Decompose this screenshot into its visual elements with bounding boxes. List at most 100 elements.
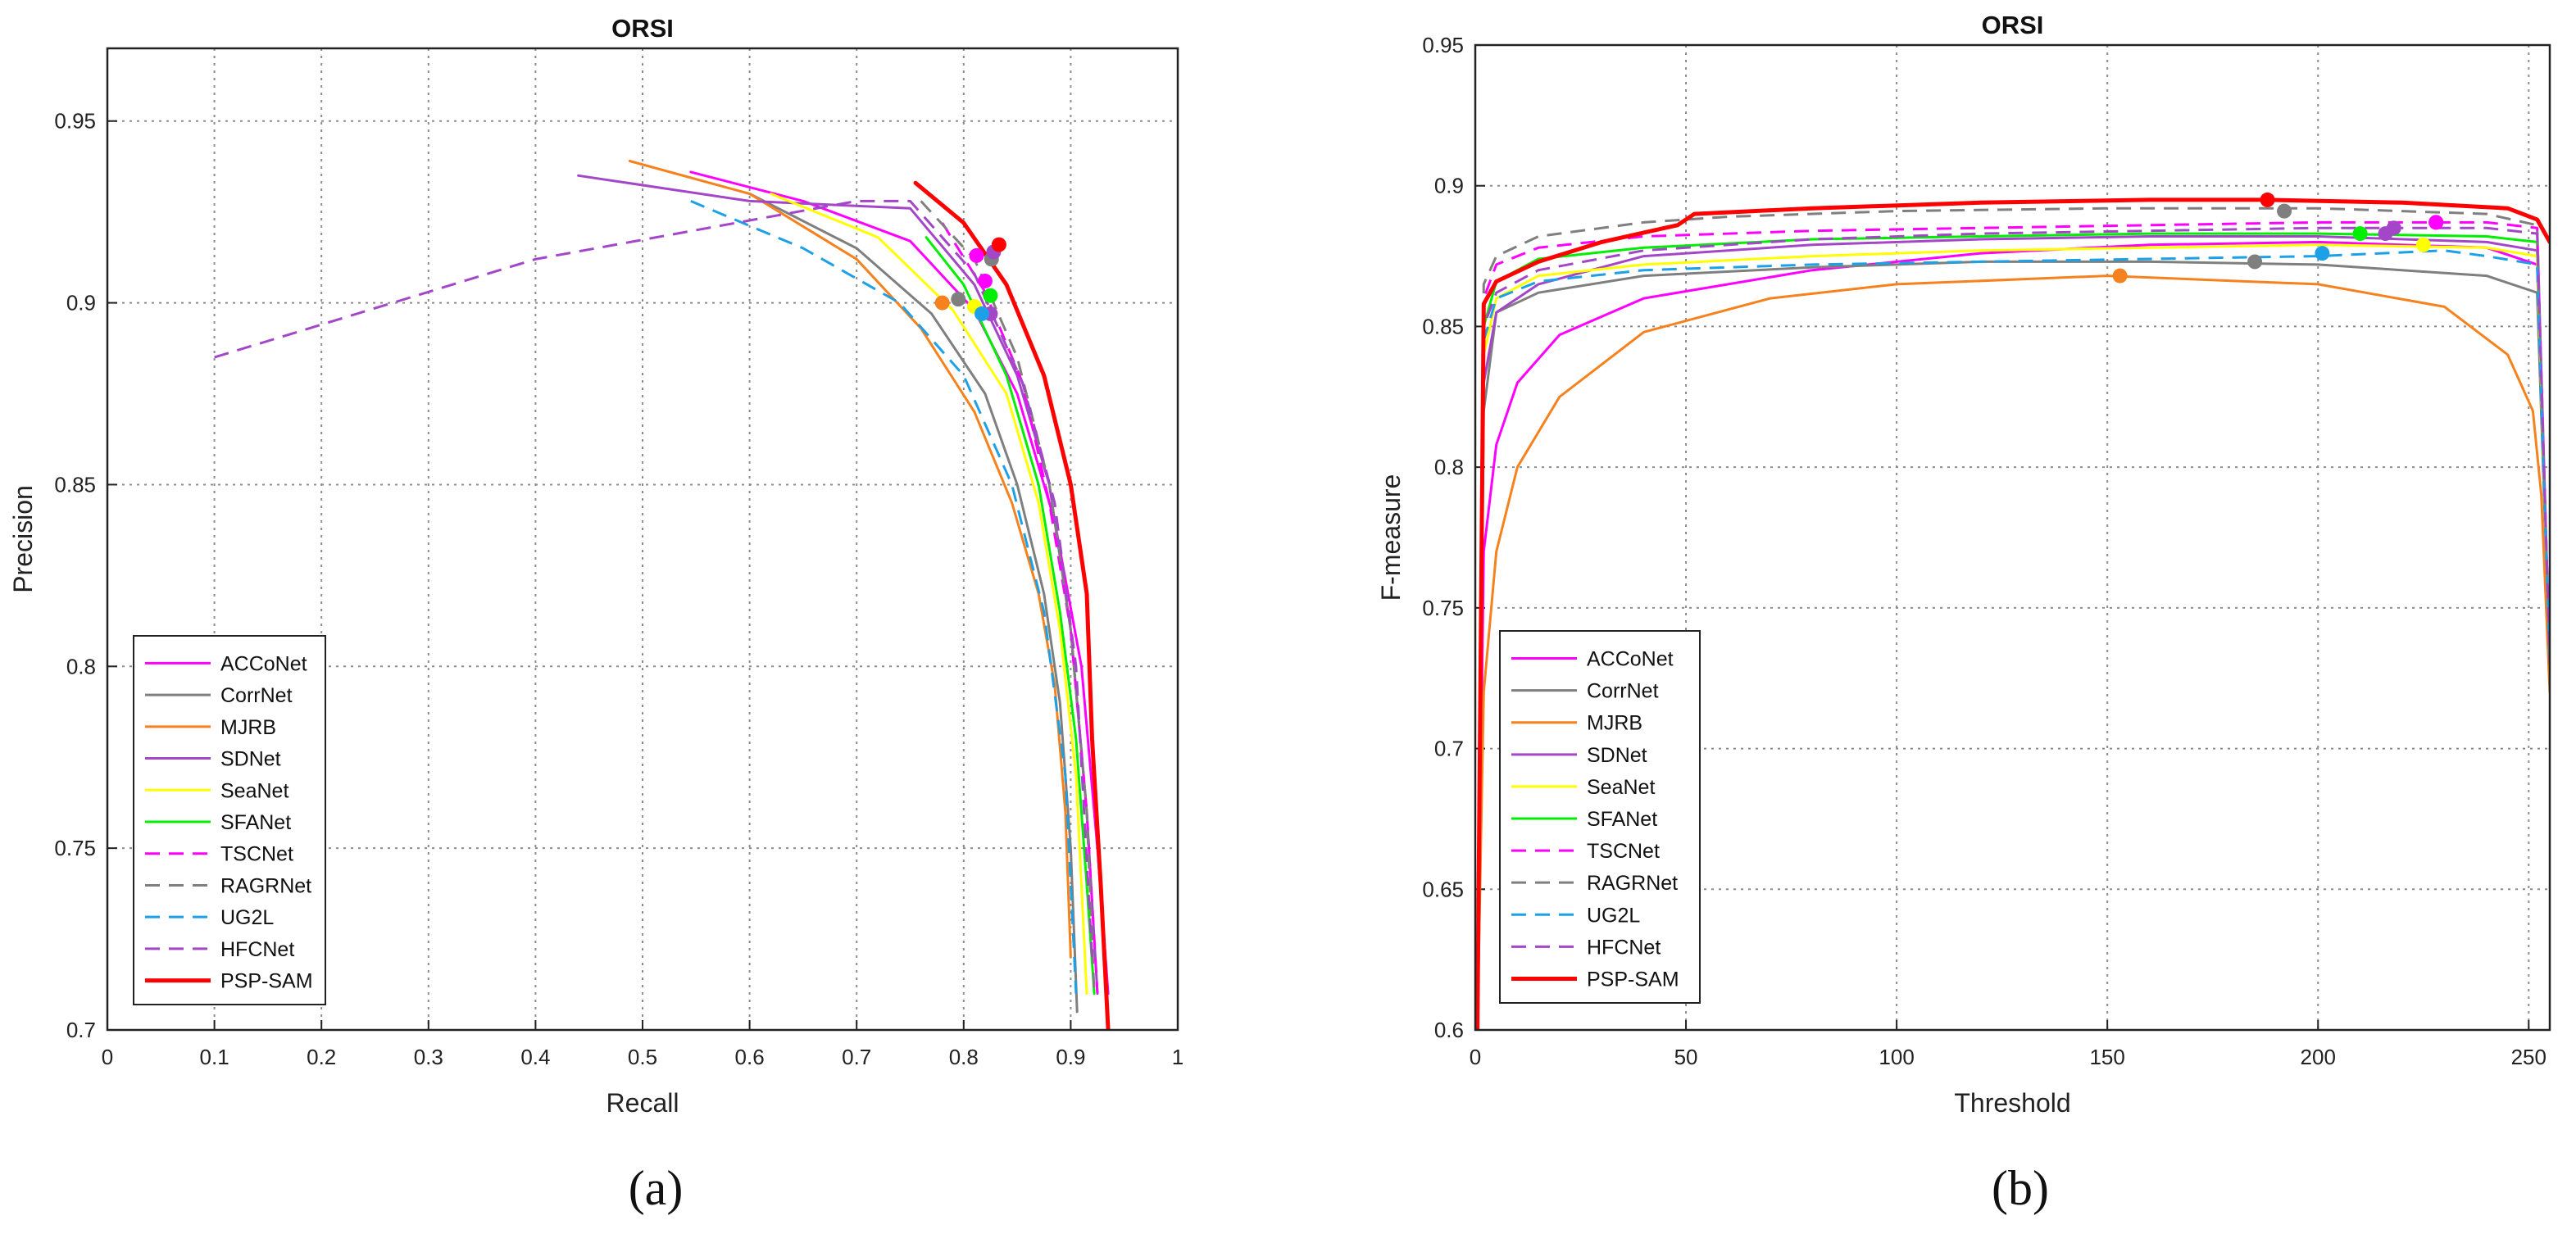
x-tick-label: 0.7 (842, 1045, 871, 1069)
axes-frame (106, 47, 1179, 1032)
x-tick-label: 0.5 (628, 1045, 657, 1069)
series-line-tscnet (1476, 220, 2550, 1030)
x-tick-label: 0.2 (307, 1045, 336, 1069)
legend-label-ug2l: UG2L (1587, 904, 1640, 927)
legend-label-ragrnet: RAGRNet (220, 874, 311, 897)
legend-label-ragrnet: RAGRNet (1587, 872, 1678, 895)
series-line-sdnet (1476, 235, 2550, 1030)
x-tick-label: 0.1 (200, 1045, 229, 1069)
legend: ACCoNet CorrNet MJRB SDNet SeaNet SFANet TSCNe… (133, 635, 326, 1005)
legend-label-hfcnet: HFCNet (220, 938, 294, 961)
series-line-psp-sam (913, 180, 1111, 1030)
legend-label-mjrb: MJRB (220, 716, 276, 739)
legend-label-tscnet: TSCNet (1587, 840, 1660, 863)
x-tick-label: 0.6 (735, 1045, 765, 1069)
legend-label-sdnet: SDNet (1587, 744, 1647, 767)
y-tick-label: 0.8 (1434, 455, 1464, 479)
x-tick-label: 0.9 (1056, 1045, 1085, 1069)
y-tick-label: 0.7 (66, 1018, 96, 1042)
y-tick-label: 0.95 (1422, 33, 1464, 57)
legend-label-psp-sam: PSP-SAM (220, 970, 313, 993)
series-line-psp-sam (1475, 197, 2550, 1030)
x-tick-label: 0.8 (949, 1045, 979, 1069)
y-tick-label: 0.9 (1434, 174, 1464, 198)
y-tick-label: 0.8 (66, 654, 96, 678)
legend-label-acconet: ACCoNet (1587, 648, 1674, 671)
y-tick-label: 0.85 (1422, 314, 1464, 338)
legend-box (133, 635, 326, 1005)
y-tick-label: 0.65 (1422, 877, 1464, 901)
legend-label-ug2l: UG2L (220, 906, 274, 929)
series-marker-sfanet (2352, 226, 2368, 242)
y-tick-label: 0.7 (1434, 737, 1464, 761)
y-tick-label: 0.95 (54, 109, 96, 134)
x-tick-label: 250 (2511, 1045, 2546, 1069)
series-group (1475, 192, 2550, 1030)
x-tick-label: 200 (2301, 1045, 2336, 1069)
legend-label-tscnet: TSCNet (220, 843, 293, 866)
x-tick-label: 100 (1879, 1045, 1914, 1069)
axes-frame (1474, 43, 2551, 1032)
series-marker-ragrnet (2277, 203, 2292, 219)
y-axis-label: Precision (8, 485, 38, 593)
chart-panel-b: 0 50 100 150 200 250 0.6 0.65 0.7 0.75 0.8 0.85 0.9 0… (1376, 11, 2551, 1215)
series-marker-hfcnet (2386, 220, 2401, 236)
x-tick-label: 0.4 (520, 1045, 550, 1069)
legend-label-seanet: SeaNet (220, 779, 288, 802)
series-line-ug2l (690, 200, 1078, 994)
chart-title: ORSI (1982, 11, 2044, 39)
series-marker-sfanet (983, 288, 998, 303)
legend-label-corrnet: CorrNet (1587, 680, 1659, 703)
series-line-sfanet (925, 236, 1096, 996)
series-marker-psp-sam (2260, 192, 2275, 207)
legend-box (1499, 630, 1701, 1004)
chart-title: ORSI (611, 14, 674, 43)
legend: ACCoNet CorrNet MJRB SDNet SeaNet SFANet TSCNe… (1499, 630, 1701, 1004)
legend-label-corrnet: CorrNet (220, 684, 293, 707)
series-marker-corrnet (951, 292, 966, 307)
series-marker-corrnet (2247, 254, 2263, 270)
legend-label-sdnet: SDNet (220, 748, 281, 771)
series-group (214, 160, 1111, 1030)
series-line-seanet (770, 193, 1088, 996)
series-marker-ug2l (2315, 246, 2330, 261)
y-tick-label: 0.9 (66, 291, 96, 315)
series-marker-ug2l (975, 306, 990, 321)
series-line-mjrb (628, 160, 1072, 959)
series-marker-tscnet (2428, 215, 2444, 230)
x-tick-label: 150 (2089, 1045, 2124, 1069)
x-axis-label: Threshold (1954, 1088, 2070, 1118)
y-tick-label: 0.6 (1434, 1018, 1464, 1042)
x-tick-label: 0 (1470, 1045, 1481, 1069)
x-axis-label: Recall (607, 1088, 679, 1118)
series-line-ragrnet (1476, 206, 2550, 1030)
panel-label: (b) (1992, 1161, 2049, 1215)
legend-label-sfanet: SFANet (1587, 808, 1657, 831)
y-tick-label: 0.75 (1422, 596, 1464, 620)
y-tick-label: 0.85 (54, 472, 96, 497)
legend-label-acconet: ACCoNet (220, 652, 307, 675)
series-marker-mjrb (2112, 268, 2128, 284)
legend-label-hfcnet: HFCNet (1587, 936, 1661, 959)
series-line-hfcnet (214, 199, 1093, 958)
panel-label: (a) (629, 1161, 684, 1215)
legend-label-mjrb: MJRB (1587, 712, 1642, 735)
series-line-acconet (689, 170, 1110, 996)
chart-panel-a: 0 0.1 0.2 0.3 0.4 0.5 0.6 0.7 0.8 0.9 1 0.7 0.75 0.8 0… (8, 14, 1184, 1215)
legend-label-sfanet: SFANet (220, 811, 291, 834)
x-tick-label: 0.3 (414, 1045, 443, 1069)
series-marker-tscnet (977, 273, 993, 288)
x-tick-label: 0 (102, 1045, 113, 1069)
x-tick-label: 50 (1674, 1045, 1698, 1069)
series-marker-seanet (2415, 237, 2431, 252)
series-line-mjrb (1476, 274, 2550, 1030)
series-marker-psp-sam (991, 237, 1006, 252)
legend-label-seanet: SeaNet (1587, 776, 1655, 799)
y-axis-label: F-measure (1376, 474, 1406, 601)
series-marker-mjrb (934, 295, 950, 311)
series-line-ug2l (1476, 249, 2550, 1030)
y-tick-label: 0.75 (54, 836, 96, 860)
series-line-hfcnet (1476, 226, 2550, 1030)
legend-label-psp-sam: PSP-SAM (1587, 968, 1679, 991)
